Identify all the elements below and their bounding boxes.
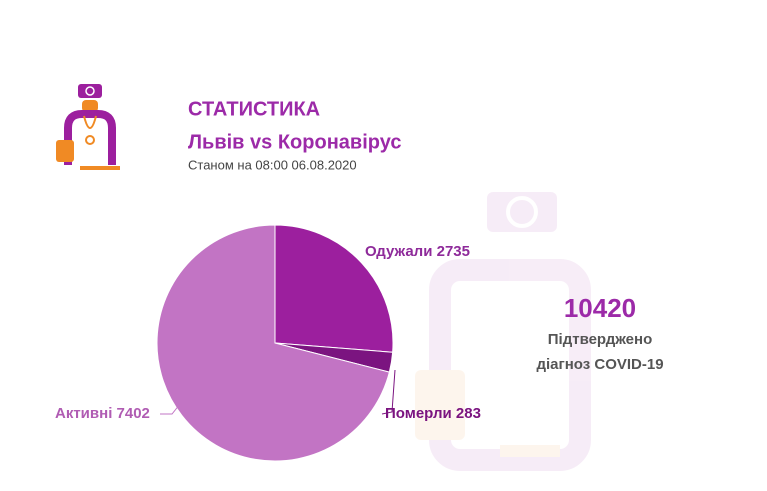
caption: діагноз COVID-19 xyxy=(536,356,663,373)
slice-label: Активні 7402 xyxy=(55,405,150,422)
pie-slice xyxy=(274,224,394,353)
label-name: Активні xyxy=(55,405,112,422)
label-value: 7402 xyxy=(117,405,150,422)
logo xyxy=(56,84,120,170)
label-name: Одужали xyxy=(365,243,432,260)
pie-slice xyxy=(156,224,390,462)
date: Станом на 08:00 06.08.2020 xyxy=(188,157,357,172)
label-value: 2735 xyxy=(437,243,470,260)
watermark xyxy=(415,192,591,471)
slice-label: Одужали 2735 xyxy=(365,243,470,260)
slice-label: Померли 283 xyxy=(385,405,481,422)
label-value: 283 xyxy=(456,405,481,422)
title: СТАТИСТИКА xyxy=(188,98,320,120)
subtitle: Львів vs Коронавірус xyxy=(188,131,401,153)
total: 10420 xyxy=(564,293,636,323)
leader-line xyxy=(160,403,181,415)
pie xyxy=(156,224,394,462)
caption: Підтверджено xyxy=(548,331,653,348)
leader-line xyxy=(381,369,396,415)
label-name: Померли xyxy=(385,405,452,422)
